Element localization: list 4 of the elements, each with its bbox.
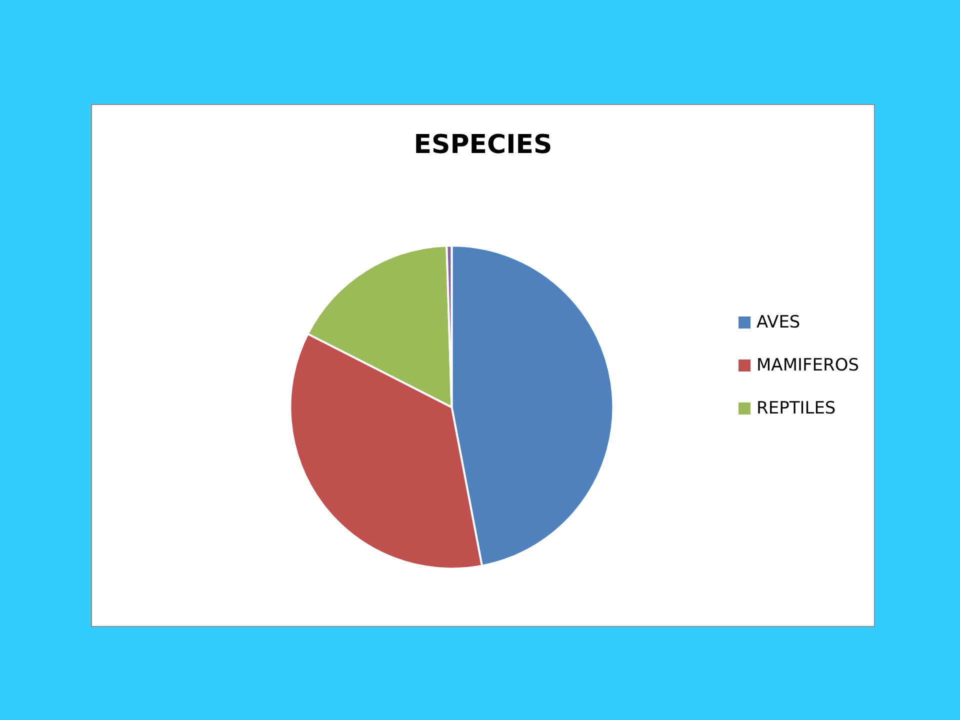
chart-title: ESPECIES	[414, 130, 552, 160]
legend-label: MAMIFEROS	[756, 356, 860, 376]
legend-label: REPTILES	[756, 398, 836, 418]
legend-label: AVES	[756, 312, 800, 332]
